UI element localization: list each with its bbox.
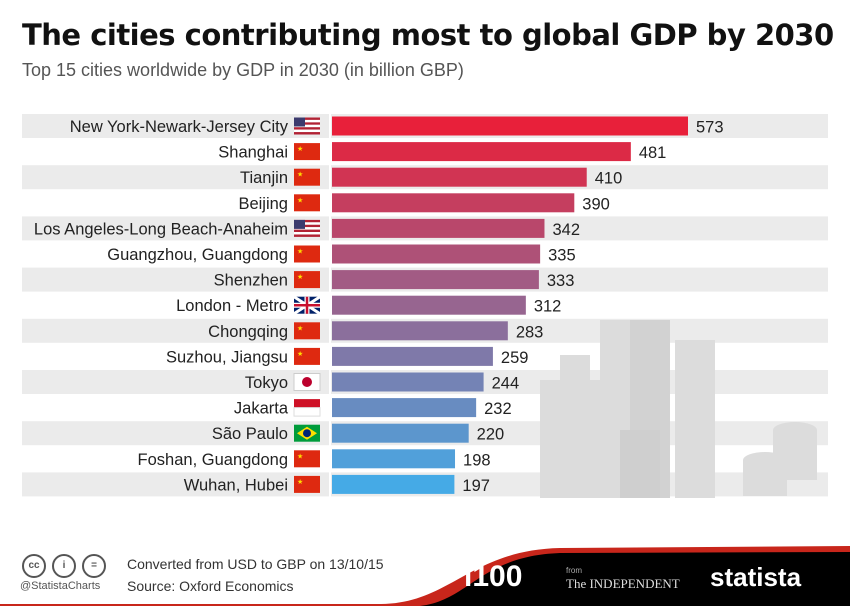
bar [332, 474, 455, 494]
value-label: 390 [582, 195, 610, 213]
flag-cn-icon: ★ [294, 450, 320, 468]
bar [332, 193, 575, 213]
flag-cn-icon: ★ [294, 194, 320, 212]
flag-id-icon [293, 399, 321, 417]
bar [332, 218, 545, 238]
category-label: Beijing [238, 195, 288, 213]
flag-cn-icon: ★ [294, 475, 320, 493]
i100-logo: i100 [464, 560, 523, 593]
value-label: 342 [552, 221, 580, 239]
flag-br-icon [294, 424, 320, 442]
attribution-icon: i [52, 554, 76, 578]
bar [332, 346, 493, 366]
category-label: Foshan, Guangdong [138, 451, 288, 469]
bar [332, 167, 587, 187]
svg-text:★: ★ [297, 324, 303, 332]
chart-subtitle: Top 15 cities worldwide by GDP in 2030 (… [22, 60, 464, 80]
flag-uk-icon [293, 295, 321, 315]
statista-logo: statista [710, 562, 802, 592]
independent-logo: The INDEPENDENT [566, 576, 680, 591]
value-label: 481 [639, 144, 667, 162]
svg-text:★: ★ [297, 171, 303, 179]
category-label: Tianjin [240, 169, 288, 187]
value-label: 283 [516, 323, 544, 341]
value-label: 220 [477, 426, 505, 444]
svg-text:★: ★ [297, 350, 303, 358]
flag-cn-icon: ★ [294, 271, 320, 289]
flag-cn-icon: ★ [294, 143, 320, 161]
flag-us-icon [294, 117, 320, 135]
value-label: 573 [696, 119, 724, 137]
bar [332, 423, 469, 443]
bar [332, 321, 508, 341]
flag-cn-icon: ★ [294, 245, 320, 263]
bar [332, 295, 526, 315]
category-label: Chongqing [208, 323, 288, 341]
category-label: Los Angeles-Long Beach-Anaheim [34, 220, 288, 238]
value-label: 259 [501, 349, 529, 367]
flag-cn-icon: ★ [294, 322, 320, 340]
value-label: 197 [462, 477, 490, 495]
svg-text:★: ★ [297, 452, 303, 460]
bar [332, 270, 539, 290]
conversion-note: Converted from USD to GBP on 13/10/15 [127, 556, 384, 572]
category-label: London - Metro [176, 297, 288, 315]
footer-band [0, 546, 850, 606]
svg-text:★: ★ [297, 248, 303, 256]
city-buildings-illustration [540, 320, 817, 498]
value-label: 312 [534, 298, 562, 316]
cc-icon: cc [22, 554, 46, 578]
category-label: Jakarta [234, 400, 289, 418]
svg-text:★: ★ [297, 273, 303, 281]
category-label: Suzhou, Jiangsu [166, 348, 288, 366]
bar [332, 244, 541, 264]
bar [332, 142, 631, 162]
bar [332, 449, 456, 469]
from-label: from [566, 566, 582, 575]
value-label: 244 [492, 375, 520, 393]
svg-text:★: ★ [297, 145, 303, 153]
flag-jp-icon [293, 373, 321, 391]
flag-us-icon [294, 219, 320, 237]
no-derivatives-icon: = [82, 554, 106, 578]
category-label: São Paulo [212, 425, 288, 443]
flag-cn-icon: ★ [294, 168, 320, 186]
flag-cn-icon: ★ [294, 347, 320, 365]
bar [332, 116, 688, 136]
category-label: Shenzhen [214, 272, 288, 290]
category-label: Wuhan, Hubei [184, 476, 288, 494]
value-label: 335 [548, 247, 576, 265]
bar [332, 398, 477, 418]
svg-text:★: ★ [297, 478, 303, 486]
source-note: Source: Oxford Economics [127, 578, 294, 594]
value-label: 232 [484, 400, 512, 418]
category-label: Shanghai [218, 144, 288, 162]
category-label: New York-Newark-Jersey City [70, 118, 289, 136]
svg-text:★: ★ [297, 196, 303, 204]
category-label: Guangzhou, Guangdong [107, 246, 288, 264]
value-label: 198 [463, 451, 491, 469]
bar [332, 372, 484, 392]
value-label: 333 [547, 272, 575, 290]
chart-title: The cities contributing most to global G… [22, 18, 834, 52]
category-label: Tokyo [245, 374, 288, 392]
value-label: 410 [595, 170, 623, 188]
statista-handle: @StatistaCharts [20, 580, 101, 592]
